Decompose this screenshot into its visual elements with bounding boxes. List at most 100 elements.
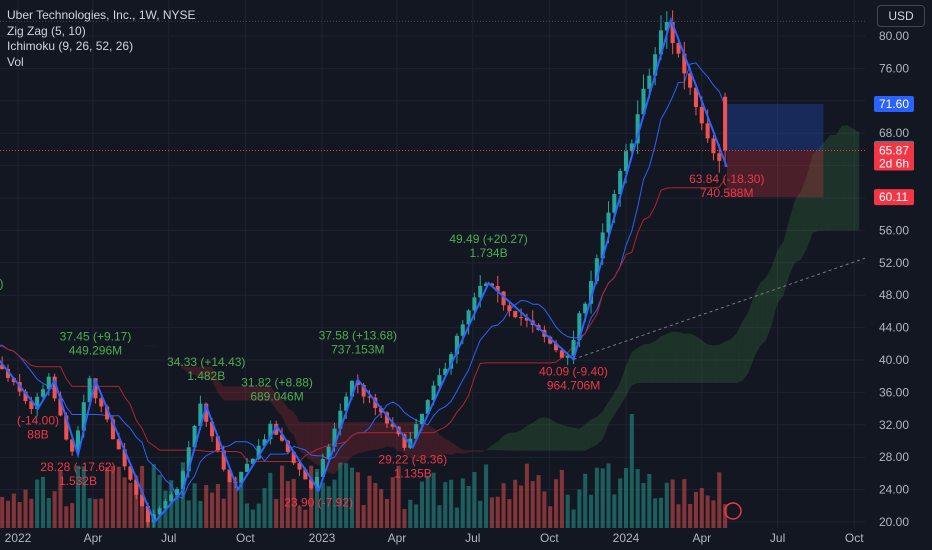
- candle-body: [507, 305, 512, 312]
- kijun-line: [0, 178, 726, 462]
- price-label: 65.87: [879, 143, 909, 157]
- currency-button[interactable]: USD: [877, 5, 925, 27]
- candle-body: [449, 354, 454, 369]
- candle-body: [175, 489, 180, 495]
- cloud-segment: [212, 366, 218, 393]
- indicator-zigzag[interactable]: Zig Zag (5, 10): [7, 23, 86, 38]
- annotation-label: 28.28 (-17.62): [40, 460, 115, 474]
- cloud-segment: [346, 422, 352, 464]
- cloud-segment: [369, 422, 376, 451]
- cloud-segment: [719, 341, 726, 384]
- volume-bar: [548, 506, 553, 528]
- candle-body: [623, 151, 629, 171]
- volume-bar: [198, 501, 203, 528]
- volume-bar: [484, 464, 489, 528]
- candle-body: [373, 397, 378, 409]
- price-tick: 32.00: [879, 418, 909, 432]
- volume-bar: [110, 466, 115, 528]
- time-tick: 2023: [309, 531, 336, 545]
- candle-body: [128, 466, 133, 480]
- candle-body: [361, 384, 366, 397]
- price-tick: 28.00: [879, 450, 909, 464]
- volume-bar: [285, 481, 290, 528]
- candle-body: [46, 376, 51, 390]
- volume-bar: [256, 503, 261, 528]
- annotation-volume: 737.153M: [331, 343, 384, 357]
- cloud-segment: [544, 417, 551, 451]
- price-tick: 80.00: [879, 29, 909, 43]
- volume-bar: [320, 482, 325, 528]
- volume-bar: [676, 504, 681, 528]
- candle-body: [629, 143, 634, 152]
- volume-bar: [87, 498, 92, 528]
- candle-body: [303, 469, 308, 480]
- candle-body: [594, 258, 599, 282]
- cloud-segment: [159, 349, 166, 352]
- candle-body: [314, 476, 320, 489]
- candle-body: [431, 385, 436, 401]
- annotation-label: 49.49 (+20.27): [449, 232, 527, 246]
- candle-body: [140, 494, 145, 507]
- candle-body: [122, 449, 127, 467]
- candle-body: [157, 508, 162, 515]
- volume-bar: [623, 468, 629, 528]
- candle-body: [524, 317, 529, 321]
- candle-body: [367, 396, 372, 398]
- volume-bar: [641, 483, 646, 528]
- volume-bar: [647, 473, 652, 528]
- candle-body: [565, 355, 570, 358]
- cloud-segment: [351, 422, 358, 456]
- volume-bar: [717, 472, 722, 528]
- candle-body: [553, 343, 559, 351]
- candle-body: [93, 378, 98, 399]
- candle-body: [571, 339, 576, 356]
- cloud-segment: [456, 445, 463, 454]
- price-tick: 76.00: [879, 61, 909, 75]
- candle-body: [58, 398, 63, 416]
- annotation-label: 37.58 (+13.68): [319, 329, 397, 343]
- candle-body: [110, 419, 115, 440]
- indicator-ichimoku[interactable]: Ichimoku (9, 26, 52, 26): [7, 39, 134, 53]
- cloud-segment: [707, 344, 714, 384]
- candle-body: [344, 396, 349, 411]
- volume-bar: [443, 482, 448, 528]
- cloud-segment: [206, 366, 213, 381]
- cloud-segment: [602, 401, 609, 440]
- candlesticks: [0, 10, 728, 528]
- indicator-volume[interactable]: Vol: [7, 54, 24, 69]
- candle-body: [29, 401, 34, 409]
- volume-bar: [437, 505, 442, 528]
- volume-bar: [262, 488, 267, 528]
- cloud-segment: [515, 430, 522, 451]
- candle-body: [192, 425, 197, 448]
- price-tick: 44.00: [879, 321, 909, 335]
- volume-bar: [425, 475, 430, 528]
- cloud-segment: [666, 331, 673, 384]
- cloud-segment: [421, 422, 428, 458]
- volume-bar: [215, 483, 220, 528]
- cloud-segment: [725, 338, 731, 384]
- cloud-segment: [451, 441, 457, 455]
- candle-body: [688, 73, 693, 88]
- cloud-segment: [188, 366, 195, 376]
- annotation-label: 90 (+11.02): [0, 277, 3, 291]
- cloud-segment: [427, 425, 434, 458]
- candle-body: [52, 376, 57, 399]
- cloud-segment: [620, 366, 626, 407]
- volume-bar: [577, 489, 582, 528]
- volume-bar: [5, 500, 11, 528]
- cloud-segment: [678, 332, 685, 384]
- volume-bar: [629, 414, 634, 528]
- volume-bar: [210, 492, 215, 528]
- cloud-segment: [806, 154, 813, 249]
- price-tick: 24.00: [879, 483, 909, 497]
- volume-bar: [326, 486, 331, 528]
- candle-body: [664, 21, 669, 31]
- cloud-segment: [462, 450, 469, 454]
- cloud-segment: [293, 411, 300, 451]
- time-tick: Oct: [540, 531, 559, 545]
- cloud-segment: [357, 422, 364, 454]
- candle-body: [606, 212, 611, 233]
- symbol-title[interactable]: Uber Technologies, Inc., 1W, NYSE: [7, 8, 196, 22]
